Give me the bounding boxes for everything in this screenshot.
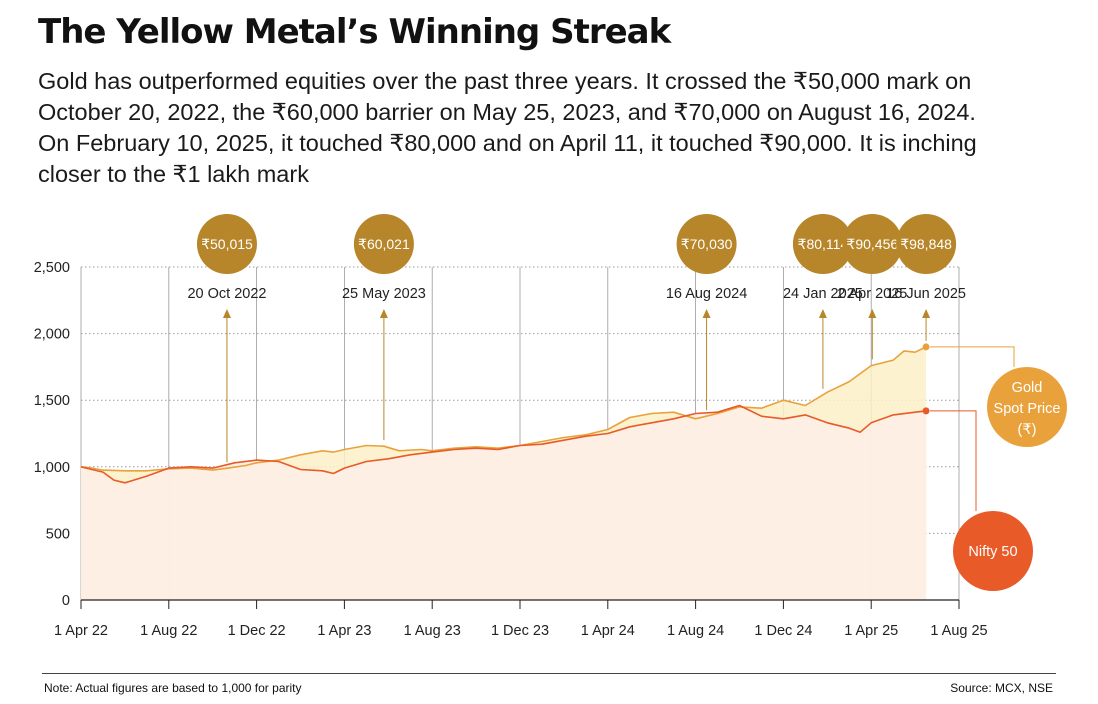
y-tick-label: 0 (62, 593, 70, 609)
nifty-label-leader (930, 410, 977, 511)
milestone-badge (792, 214, 853, 274)
milestone-date: 24 Jan 2025 (783, 286, 863, 302)
x-tick-label: 1 Dec 24 (754, 623, 812, 639)
milestone-date: 16 Jun 2025 (886, 286, 966, 302)
y-tick-label: 500 (46, 526, 70, 542)
nifty-series-label: Nifty 50 (968, 544, 1017, 560)
gold-series-label: Gold (1012, 380, 1043, 396)
x-tick-label: 1 Apr 25 (844, 623, 898, 639)
nifty-area-fill (81, 405, 927, 600)
milestone-date: 2 Apr 2025 (837, 286, 907, 302)
gold-series-line (80, 346, 927, 472)
milestone-badge (842, 214, 903, 274)
nifty-series-line (80, 404, 927, 484)
chart-title: The Yellow Metal’s Winning Streak (38, 12, 671, 52)
milestone-value: ₹50,015 (201, 236, 253, 252)
gold-series-badge (987, 367, 1067, 447)
milestone-date: 16 Aug 2024 (666, 286, 747, 302)
y-tick-label: 1,500 (34, 393, 70, 409)
gold-series-label: Spot Price (994, 401, 1061, 417)
milestone-value: ₹60,021 (358, 236, 410, 252)
gold-end-point (922, 343, 930, 351)
chart-subtitle: Gold has outperformed equities over the … (38, 68, 977, 187)
milestone-value: ₹90,456 (846, 236, 898, 252)
x-tick-label: 1 Dec 23 (491, 623, 549, 639)
milestone-date: 25 May 2023 (342, 286, 426, 302)
milestone-badge (196, 214, 257, 274)
x-tick-label: 1 Apr 24 (581, 623, 635, 639)
milestone-arrow-head (379, 309, 388, 318)
milestone-date: 20 Oct 2022 (187, 286, 266, 302)
milestone-arrow-head (922, 309, 931, 318)
y-tick-label: 2,000 (34, 327, 70, 343)
x-tick-label: 1 Aug 25 (930, 623, 987, 639)
milestone-badge (676, 214, 737, 274)
gold-label-leader (930, 346, 1015, 367)
footnote: Note: Actual figures are based to 1,000 … (44, 681, 302, 695)
milestone-value: ₹70,030 (681, 236, 733, 252)
milestone-badge (353, 214, 414, 274)
source-credit: Source: MCX, NSE (950, 681, 1053, 695)
milestone-arrow-head (702, 309, 711, 318)
gold-series-label: (₹) (1018, 422, 1037, 438)
x-tick-label: 1 Apr 22 (54, 623, 108, 639)
milestone-value: ₹80,114 (798, 236, 849, 252)
x-tick-label: 1 Aug 22 (140, 623, 197, 639)
milestone-badge (896, 214, 957, 274)
y-tick-label: 2,500 (34, 260, 70, 276)
nifty-series-badge (953, 511, 1033, 591)
milestone-value: ₹98,848 (900, 236, 952, 252)
milestone-arrow-head (818, 309, 827, 318)
x-tick-label: 1 Apr 23 (317, 623, 371, 639)
footer-divider (42, 673, 1056, 674)
nifty-end-point (922, 407, 930, 415)
x-tick-label: 1 Aug 24 (667, 623, 724, 639)
milestone-arrow-head (868, 309, 877, 318)
milestone-arrow-head (222, 309, 231, 318)
y-tick-label: 1,000 (34, 460, 70, 476)
x-tick-label: 1 Dec 22 (228, 623, 286, 639)
x-tick-label: 1 Aug 23 (404, 623, 461, 639)
